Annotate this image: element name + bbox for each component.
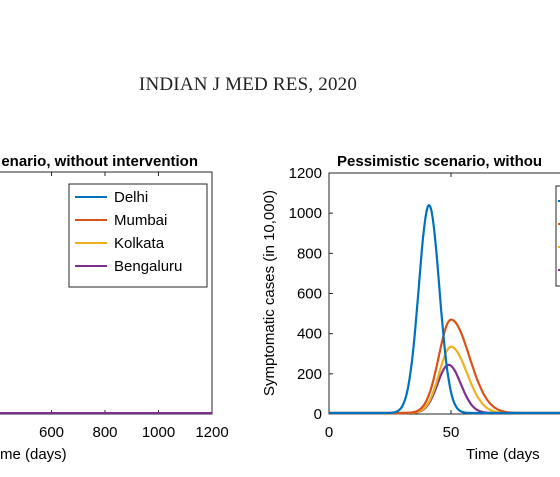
right-ytick-label: 800 (297, 245, 322, 262)
left-chart-title: enario, without intervention (1, 153, 198, 170)
left-x-axis-label: me (days) (0, 446, 67, 463)
left-legend-label-bengaluru: Bengaluru (114, 258, 182, 275)
right-ytick-label: 600 (297, 286, 322, 303)
journal-header: INDIAN J MED RES, 2020 (138, 74, 358, 95)
right-legend-box (555, 185, 560, 287)
right-xtick-label: 50 (443, 424, 460, 441)
right-ytick-label: 400 (297, 326, 322, 343)
right-ytick-label: 1000 (289, 205, 322, 222)
right-chart-title: Pessimistic scenario, withou (337, 153, 542, 170)
right-plot-frame (328, 172, 560, 415)
left-xtick-label: 1200 (195, 424, 228, 441)
left-xtick-label: 600 (39, 424, 64, 441)
left-chart: enario, without intervention 600 800 1000 12… (0, 153, 229, 463)
right-chart: Pessimistic scenario, withou 0 200 400 600 80… (261, 153, 560, 463)
right-ytick-label: 200 (297, 366, 322, 383)
right-y-axis-label: Symptomatic cases (in 10,000) (261, 190, 278, 396)
right-series-line-delhi (329, 204, 560, 415)
right-ytick-label: 1200 (289, 165, 322, 182)
left-legend-label-kolkata: Kolkata (114, 235, 165, 252)
left-xtick-label: 1000 (142, 424, 175, 441)
left-legend-box (68, 183, 208, 288)
right-ytick-label: 0 (314, 406, 322, 423)
left-legend-label-delhi: Delhi (114, 189, 148, 206)
right-x-axis-label: Time (days (466, 446, 540, 463)
left-legend-label-mumbai: Mumbai (114, 212, 167, 229)
left-xtick-label: 800 (92, 424, 117, 441)
right-xtick-label: 0 (325, 424, 333, 441)
